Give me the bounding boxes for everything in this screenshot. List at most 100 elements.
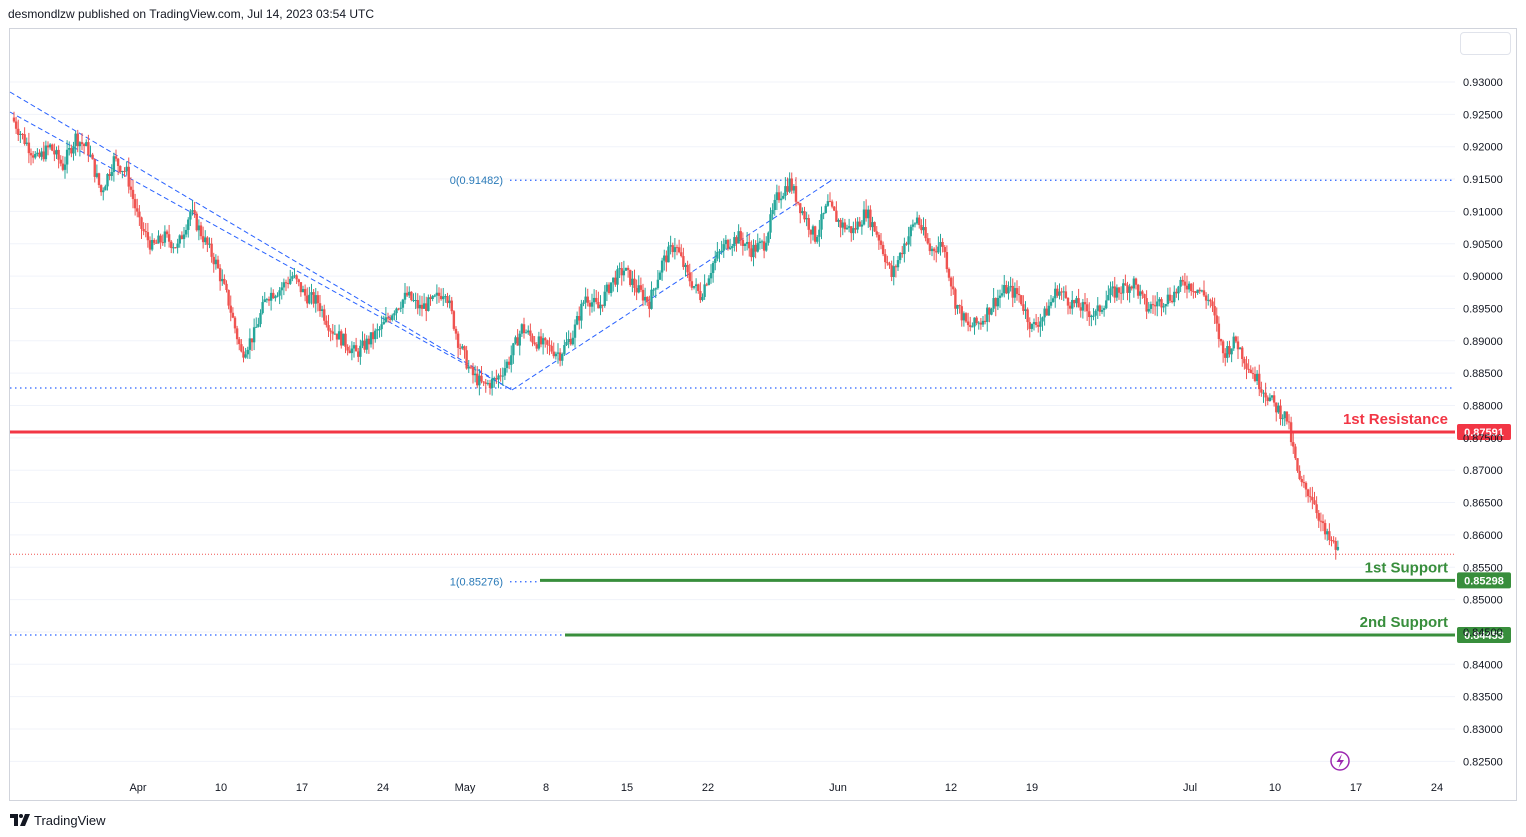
candle-body — [25, 142, 28, 145]
candle-body — [1230, 348, 1233, 355]
candle-body — [518, 333, 521, 346]
candle-body — [614, 277, 617, 285]
y-tick-label: 0.85000 — [1463, 595, 1503, 607]
candle-body — [289, 278, 292, 284]
candle-body — [826, 201, 830, 206]
candle-body — [990, 308, 993, 315]
candle-body — [1024, 309, 1027, 311]
candle-body — [609, 282, 613, 293]
candle-body — [450, 300, 453, 312]
candle-body — [680, 252, 683, 257]
candle-body — [1060, 291, 1063, 293]
candle-body — [473, 373, 477, 376]
candle-body — [1258, 373, 1261, 390]
candle-body — [501, 375, 504, 377]
candle-body — [384, 317, 388, 322]
candle-body — [1213, 306, 1216, 316]
y-tick-label: 0.87000 — [1463, 465, 1503, 477]
chart-toolbar-button[interactable] — [1460, 32, 1511, 55]
candle-body — [595, 297, 598, 302]
candle-body — [580, 303, 583, 321]
candle-body — [461, 346, 464, 349]
candle-body — [469, 366, 473, 368]
candle-body — [36, 152, 39, 154]
candle-body — [1215, 315, 1218, 324]
candle-body — [1279, 405, 1282, 419]
candle-body — [765, 242, 768, 251]
candle-body — [1139, 291, 1142, 296]
candle-body — [104, 186, 107, 191]
candle-body — [694, 284, 698, 287]
candle-body — [1309, 496, 1312, 498]
candle-body — [429, 297, 432, 299]
candle-body — [19, 133, 22, 135]
candle-body — [422, 303, 426, 309]
candle-body — [1151, 304, 1155, 306]
candle-body — [1111, 286, 1114, 289]
candle-body — [172, 247, 175, 249]
lightning-icon[interactable] — [1330, 751, 1350, 771]
candle-body — [956, 305, 959, 309]
candle-body — [620, 268, 623, 276]
candle-body — [709, 273, 713, 279]
candle-body — [573, 324, 577, 338]
fib-level-label: 1(0.85276) — [450, 577, 503, 589]
candle-body — [775, 192, 779, 200]
candle-body — [437, 292, 441, 296]
chart-frame[interactable] — [9, 28, 1517, 801]
candle-body — [252, 327, 256, 343]
candle-body — [1264, 392, 1267, 398]
candle-body — [267, 299, 271, 301]
tradingview-footer: TradingView — [10, 811, 106, 829]
candle-body — [95, 173, 99, 177]
candle-body — [1136, 284, 1140, 296]
level-name: 2nd Support — [1360, 614, 1448, 631]
y-tick-label: 0.83500 — [1463, 692, 1503, 704]
candle-body — [1115, 287, 1119, 298]
candle-body — [418, 304, 422, 309]
candle-body — [1000, 293, 1004, 296]
candle-body — [57, 149, 60, 160]
candle-body — [278, 290, 281, 296]
candle-body — [448, 300, 451, 304]
candle-body — [1243, 359, 1246, 364]
candle-body — [935, 251, 938, 253]
candle-body — [1162, 306, 1165, 308]
x-tick-label: 19 — [1026, 782, 1038, 794]
candle-body — [344, 333, 347, 347]
candle-body — [743, 243, 747, 246]
candle-body — [548, 344, 551, 346]
candle-body — [144, 231, 147, 233]
candle-body — [1068, 305, 1072, 309]
candle-body — [214, 259, 218, 265]
trendlines[interactable]: 0(0.91482) 1(0.85276) — [9, 91, 1455, 636]
candle-body — [1334, 541, 1337, 550]
candle-body — [1253, 374, 1257, 382]
candle-body — [618, 268, 621, 270]
candle-body — [365, 338, 368, 350]
candle-body — [1141, 291, 1144, 295]
candle-body — [886, 262, 889, 264]
candle-body — [1332, 540, 1335, 542]
x-tick-label: 8 — [543, 782, 549, 794]
candle-body — [903, 243, 906, 255]
candle-body — [310, 292, 313, 295]
candle-body — [59, 159, 62, 164]
candle-body — [973, 317, 976, 327]
y-tick-label: 0.84500 — [1463, 627, 1503, 639]
candle-body — [1262, 392, 1265, 394]
levels[interactable]: 1st Resistance 0.87591 1st Support 0.85298 2… — [10, 411, 1511, 643]
candle-body — [820, 214, 823, 230]
candle-body — [805, 218, 808, 220]
price-tag — [1457, 423, 1511, 440]
candle-body — [567, 338, 570, 342]
candle-body — [221, 278, 224, 282]
candle-body — [920, 225, 923, 231]
candle-body — [1283, 411, 1286, 419]
candle-body — [752, 244, 755, 258]
candle-body — [393, 313, 396, 316]
candle-body — [329, 330, 332, 332]
candle-body — [91, 154, 94, 160]
candle-body — [822, 212, 825, 215]
